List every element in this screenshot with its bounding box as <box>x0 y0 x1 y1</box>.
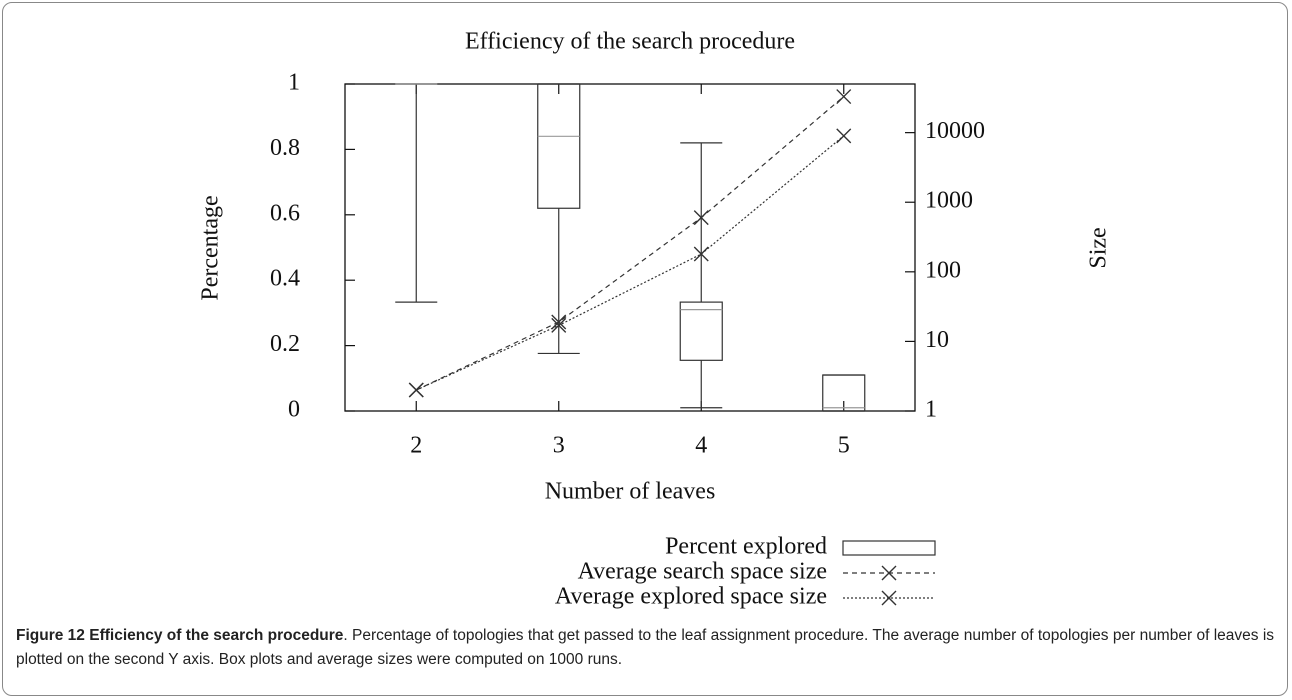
x-tick-label: 3 <box>553 433 565 459</box>
chart: Efficiency of the search procedure Numbe… <box>198 29 1112 610</box>
box <box>822 374 866 412</box>
box <box>679 301 723 361</box>
caption-label: Figure 12 Efficiency of the search proce… <box>16 627 344 644</box>
series-line <box>416 135 845 391</box>
y2-tick-label: 100 <box>925 257 961 283</box>
point-marker <box>408 382 424 398</box>
box <box>537 83 581 209</box>
legend-label: Average explored space size <box>555 584 827 610</box>
point-marker <box>693 246 709 262</box>
point-marker <box>836 89 852 105</box>
y2-axis-label: Size <box>1086 227 1112 268</box>
legend-marker <box>881 590 897 606</box>
point-marker <box>693 210 709 226</box>
legend-label: Average search space size <box>578 559 827 585</box>
x-tick-label: 5 <box>838 433 850 459</box>
x-axis-label: Number of leaves <box>545 479 716 505</box>
y-tick-label: 0.6 <box>270 200 300 226</box>
y2-tick-label: 1 <box>925 397 937 423</box>
y-tick-label: 0.2 <box>270 331 300 357</box>
y2-tick-label: 1000 <box>925 188 973 214</box>
y2-tick-label: 10000 <box>925 118 985 144</box>
legend-swatch <box>842 540 936 556</box>
x-tick-label: 2 <box>410 433 422 459</box>
x-tick-label: 4 <box>695 433 707 459</box>
y-tick-label: 0.4 <box>270 266 300 292</box>
caption: Figure 12 Efficiency of the search proce… <box>16 624 1274 672</box>
y-axis-label: Percentage <box>198 195 224 300</box>
point-marker <box>551 317 567 333</box>
series-line <box>415 96 845 391</box>
point-marker <box>551 314 567 330</box>
legend-marker <box>881 565 897 581</box>
point-marker <box>836 128 852 144</box>
legend-label: Percent explored <box>665 534 827 560</box>
caption-text: . Percentage of topologies that get pass… <box>16 627 1275 668</box>
y2-tick-label: 10 <box>925 327 949 353</box>
y-tick-label: 0.8 <box>270 135 300 161</box>
y-tick-label: 0 <box>288 397 300 423</box>
chart-title: Efficiency of the search procedure <box>465 29 795 55</box>
y-tick-label: 1 <box>288 70 300 96</box>
plot-frame <box>344 83 916 412</box>
